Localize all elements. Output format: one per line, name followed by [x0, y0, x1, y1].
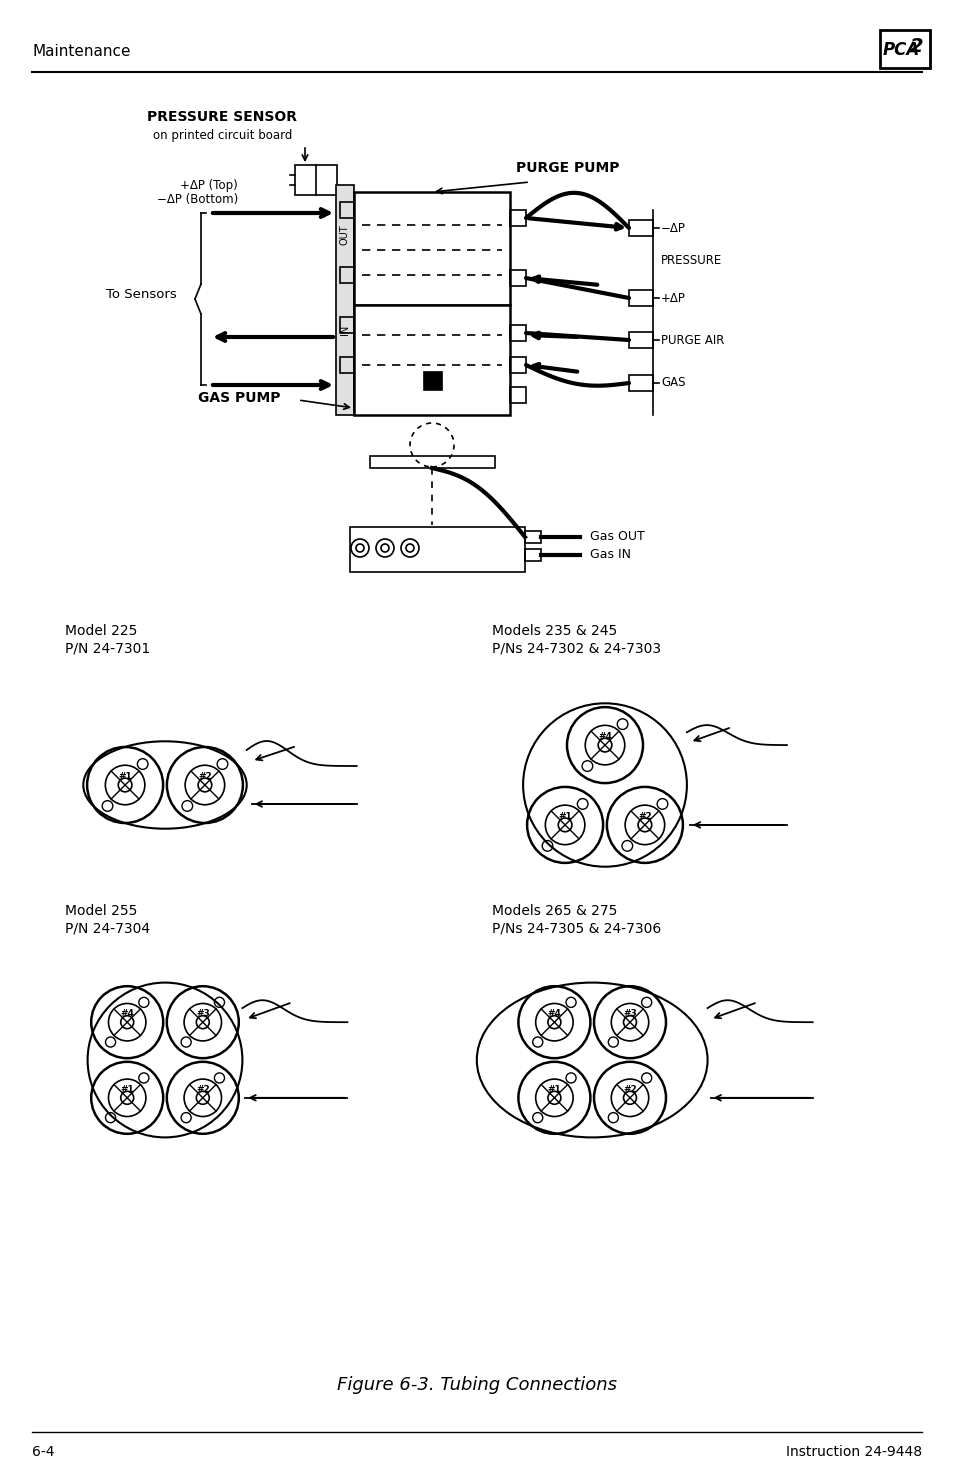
Bar	[510, 270, 525, 286]
Text: PURGE AIR: PURGE AIR	[660, 333, 723, 347]
Bar	[628, 375, 652, 391]
Text: Maintenance: Maintenance	[32, 44, 131, 59]
Bar	[510, 209, 525, 226]
Bar	[510, 357, 525, 373]
Bar	[370, 456, 495, 468]
Text: #1: #1	[558, 811, 572, 820]
Bar	[628, 291, 652, 305]
Text: PURGE PUMP: PURGE PUMP	[516, 161, 618, 176]
Text: P/Ns 24-7305 & 24-7306: P/Ns 24-7305 & 24-7306	[492, 922, 660, 937]
Bar	[510, 324, 525, 341]
Bar	[339, 317, 354, 333]
Text: on printed circuit board: on printed circuit board	[152, 128, 292, 142]
Text: P/Ns 24-7302 & 24-7303: P/Ns 24-7302 & 24-7303	[492, 642, 660, 656]
Bar	[879, 30, 929, 68]
Bar	[423, 372, 441, 389]
Text: +ΔP: +ΔP	[660, 292, 685, 304]
Bar	[524, 549, 540, 560]
Text: #2: #2	[195, 1086, 210, 1094]
Text: GAS PUMP: GAS PUMP	[198, 391, 280, 406]
Text: #4: #4	[120, 1009, 134, 1018]
Text: #3: #3	[195, 1009, 210, 1018]
Text: GAS: GAS	[660, 376, 685, 389]
Text: PRESSURE: PRESSURE	[660, 254, 721, 267]
Text: #4: #4	[598, 732, 611, 740]
Bar	[339, 357, 354, 373]
Text: #2: #2	[198, 771, 212, 780]
Text: #1: #1	[547, 1086, 560, 1094]
Text: −ΔP (Bottom): −ΔP (Bottom)	[156, 193, 237, 206]
Text: #2: #2	[638, 811, 651, 820]
Bar	[350, 527, 524, 572]
Bar	[510, 386, 525, 403]
Bar	[339, 202, 354, 218]
Text: Model 255: Model 255	[65, 904, 137, 917]
Bar	[294, 165, 336, 195]
Text: +ΔP (Top): +ΔP (Top)	[180, 178, 237, 192]
Text: #1: #1	[118, 771, 132, 780]
Text: #2: #2	[622, 1086, 637, 1094]
Text: #4: #4	[547, 1009, 560, 1018]
Text: To Sensors: To Sensors	[106, 289, 176, 301]
Bar	[354, 192, 510, 305]
Bar	[335, 184, 354, 414]
Bar	[354, 305, 510, 414]
Bar	[339, 267, 354, 283]
Text: Figure 6-3. Tubing Connections: Figure 6-3. Tubing Connections	[336, 1376, 617, 1394]
Text: Gas OUT: Gas OUT	[589, 531, 644, 543]
Text: OUT: OUT	[339, 224, 350, 245]
Text: Instruction 24-9448: Instruction 24-9448	[785, 1446, 921, 1459]
Bar	[628, 332, 652, 348]
Bar	[524, 531, 540, 543]
Text: Models 235 & 245: Models 235 & 245	[492, 624, 617, 639]
Text: PRESSURE SENSOR: PRESSURE SENSOR	[147, 111, 296, 124]
Text: #3: #3	[622, 1009, 637, 1018]
Text: −ΔP: −ΔP	[660, 221, 685, 235]
Text: P/N 24-7301: P/N 24-7301	[65, 642, 150, 656]
Text: 2: 2	[909, 37, 923, 56]
Text: P/N 24-7304: P/N 24-7304	[65, 922, 150, 937]
Text: #1: #1	[120, 1086, 134, 1094]
Text: Models 265 & 275: Models 265 & 275	[492, 904, 617, 917]
Text: Model 225: Model 225	[65, 624, 137, 639]
Text: 6-4: 6-4	[32, 1446, 54, 1459]
Bar	[628, 220, 652, 236]
Text: IN: IN	[339, 324, 350, 335]
Text: Gas IN: Gas IN	[589, 549, 630, 562]
Text: PCA: PCA	[882, 41, 920, 59]
